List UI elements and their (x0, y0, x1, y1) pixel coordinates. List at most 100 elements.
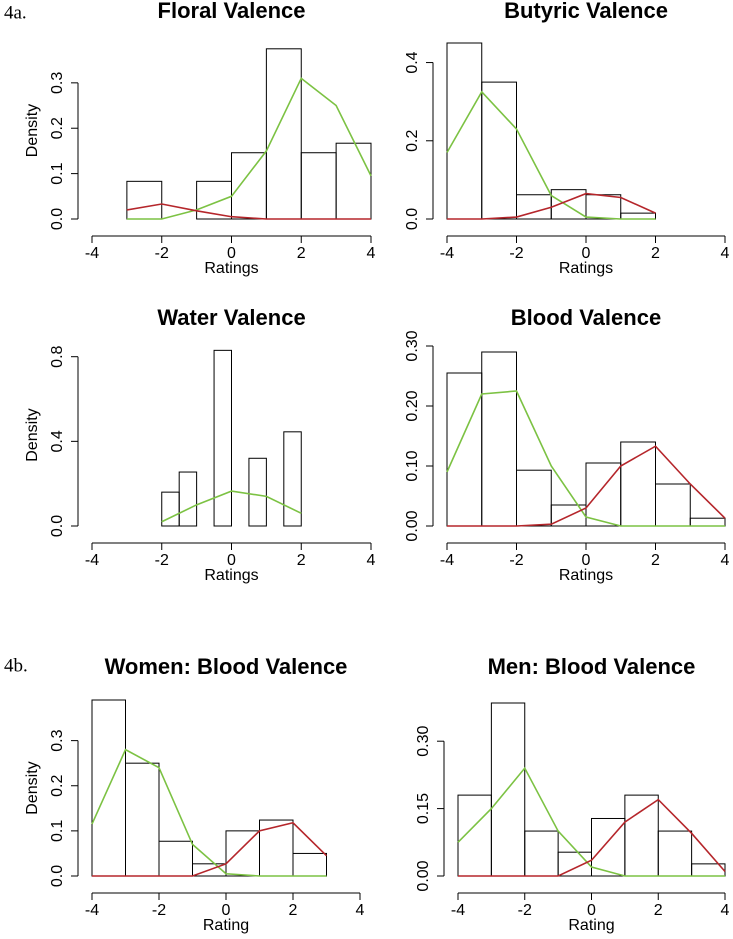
x-tick-label: 2 (297, 245, 306, 262)
y-tick-label: 0.30 (415, 726, 432, 757)
density-line (92, 821, 328, 877)
histogram-bar (125, 762, 160, 877)
histogram-bar (457, 794, 492, 877)
panel-label: 4b. (4, 655, 28, 676)
chart-title: Men: Blood Valence (488, 654, 696, 679)
x-tick-label: 2 (651, 245, 660, 262)
chart-title: Butyric Valence (504, 0, 668, 23)
density-line (458, 798, 726, 877)
y-tick-label: 0.2 (404, 130, 421, 152)
histogram-bar (624, 794, 659, 877)
x-tick-label: 4 (721, 552, 730, 569)
x-axis-label: Ratings (559, 567, 613, 584)
x-tick-label: 4 (721, 902, 730, 919)
y-tick-label: 0.0 (49, 515, 66, 537)
x-tick-label: -2 (152, 902, 166, 919)
panel: Butyric Valence -4 -2 0 2 4 Ratings 0.0 0.2 0.4 (404, 0, 729, 277)
y-tick-label: 0.30 (404, 330, 421, 361)
y-tick-label: 0.2 (49, 117, 66, 139)
x-tick-label: 0 (587, 902, 596, 919)
histogram-bar (300, 152, 337, 220)
x-tick-label: 0 (222, 902, 231, 919)
panel: Men: Blood Valence -4 -2 0 2 4 Rating 0.00 0.15 0… (415, 654, 729, 934)
histogram-bar (178, 471, 198, 527)
x-tick-label: 2 (654, 902, 663, 919)
x-tick-label: 2 (289, 902, 298, 919)
y-tick-label: 0.4 (404, 51, 421, 73)
histogram-bar (557, 851, 592, 877)
histogram-bar (620, 212, 656, 220)
y-axis-label: Density (24, 408, 41, 461)
x-tick-label: 4 (356, 902, 365, 919)
histogram-bar (446, 372, 483, 527)
y-tick-label: 0.1 (49, 162, 66, 184)
x-tick-label: 4 (367, 552, 376, 569)
y-axis-label: Density (24, 761, 41, 814)
x-tick-label: -2 (518, 902, 532, 919)
histogram-bar (225, 830, 260, 877)
y-tick-label: 0.3 (49, 729, 66, 751)
x-axis-label: Ratings (559, 260, 613, 277)
y-tick-label: 0.0 (49, 208, 66, 230)
x-tick-label: -2 (509, 552, 523, 569)
histogram-bar (620, 441, 656, 527)
y-tick-label: 0.8 (49, 345, 66, 367)
y-tick-label: 0.2 (49, 775, 66, 797)
histogram-bar (481, 351, 517, 527)
x-tick-label: -2 (155, 552, 169, 569)
x-tick-label: 4 (721, 245, 730, 262)
density-line (91, 748, 327, 877)
x-tick-label: -4 (440, 245, 454, 262)
chart-title: Floral Valence (158, 0, 306, 23)
chart-title: Water Valence (157, 305, 305, 330)
x-tick-label: -4 (85, 552, 99, 569)
density-line (447, 192, 656, 220)
y-tick-label: 0.00 (404, 510, 421, 541)
y-tick-label: 0.00 (415, 860, 432, 891)
y-axis-label: Density (24, 104, 41, 157)
histogram-bar (259, 819, 294, 877)
histogram-bar (655, 483, 691, 527)
density-line (126, 203, 371, 220)
y-tick-label: 0.4 (49, 430, 66, 452)
histogram-bar (689, 517, 726, 527)
x-tick-label: 0 (582, 552, 591, 569)
density-line (446, 90, 656, 220)
x-tick-label: -4 (85, 245, 99, 262)
panel: Blood Valence -4 -2 0 2 4 Ratings 0.00 0.10 0.20 0… (404, 305, 729, 584)
density-line (161, 490, 302, 523)
density-line (447, 445, 726, 527)
density-line (126, 77, 372, 220)
x-tick-label: 4 (367, 245, 376, 262)
density-line (457, 766, 725, 877)
histogram-bar (524, 830, 559, 877)
x-axis-label: Ratings (204, 567, 258, 584)
histogram-bar (213, 349, 232, 527)
y-tick-label: 0.10 (404, 450, 421, 481)
histogram-bar (283, 431, 302, 527)
y-tick-label: 0.1 (49, 820, 66, 842)
histogram-bar (657, 830, 693, 877)
panel: Women: Blood Valence -4 -2 0 2 4 Rating 0.0 0.1 0… (24, 654, 364, 934)
panel-label: 4a. (4, 2, 27, 23)
x-tick-label: 0 (227, 245, 236, 262)
histogram-bar (158, 840, 193, 877)
x-tick-label: 2 (651, 552, 660, 569)
panel: Water Valence -4 -2 0 2 4 Ratings 0.0 0.4 0.8 Dens… (24, 305, 375, 584)
histogram-bar (292, 852, 327, 877)
x-tick-label: -2 (509, 245, 523, 262)
histogram-bar (335, 142, 372, 220)
histogram-bar (446, 42, 483, 220)
x-tick-label: -4 (85, 902, 99, 919)
histogram-bar (516, 469, 552, 527)
x-tick-label: 0 (227, 552, 236, 569)
x-tick-label: -4 (440, 552, 454, 569)
histogram-bar (265, 48, 302, 220)
x-axis-label: Ratings (204, 260, 258, 277)
chart-title: Blood Valence (511, 305, 661, 330)
density-line (446, 390, 725, 527)
x-tick-label: -4 (451, 902, 465, 919)
y-tick-label: 0.0 (49, 865, 66, 887)
y-tick-label: 0.0 (404, 208, 421, 230)
